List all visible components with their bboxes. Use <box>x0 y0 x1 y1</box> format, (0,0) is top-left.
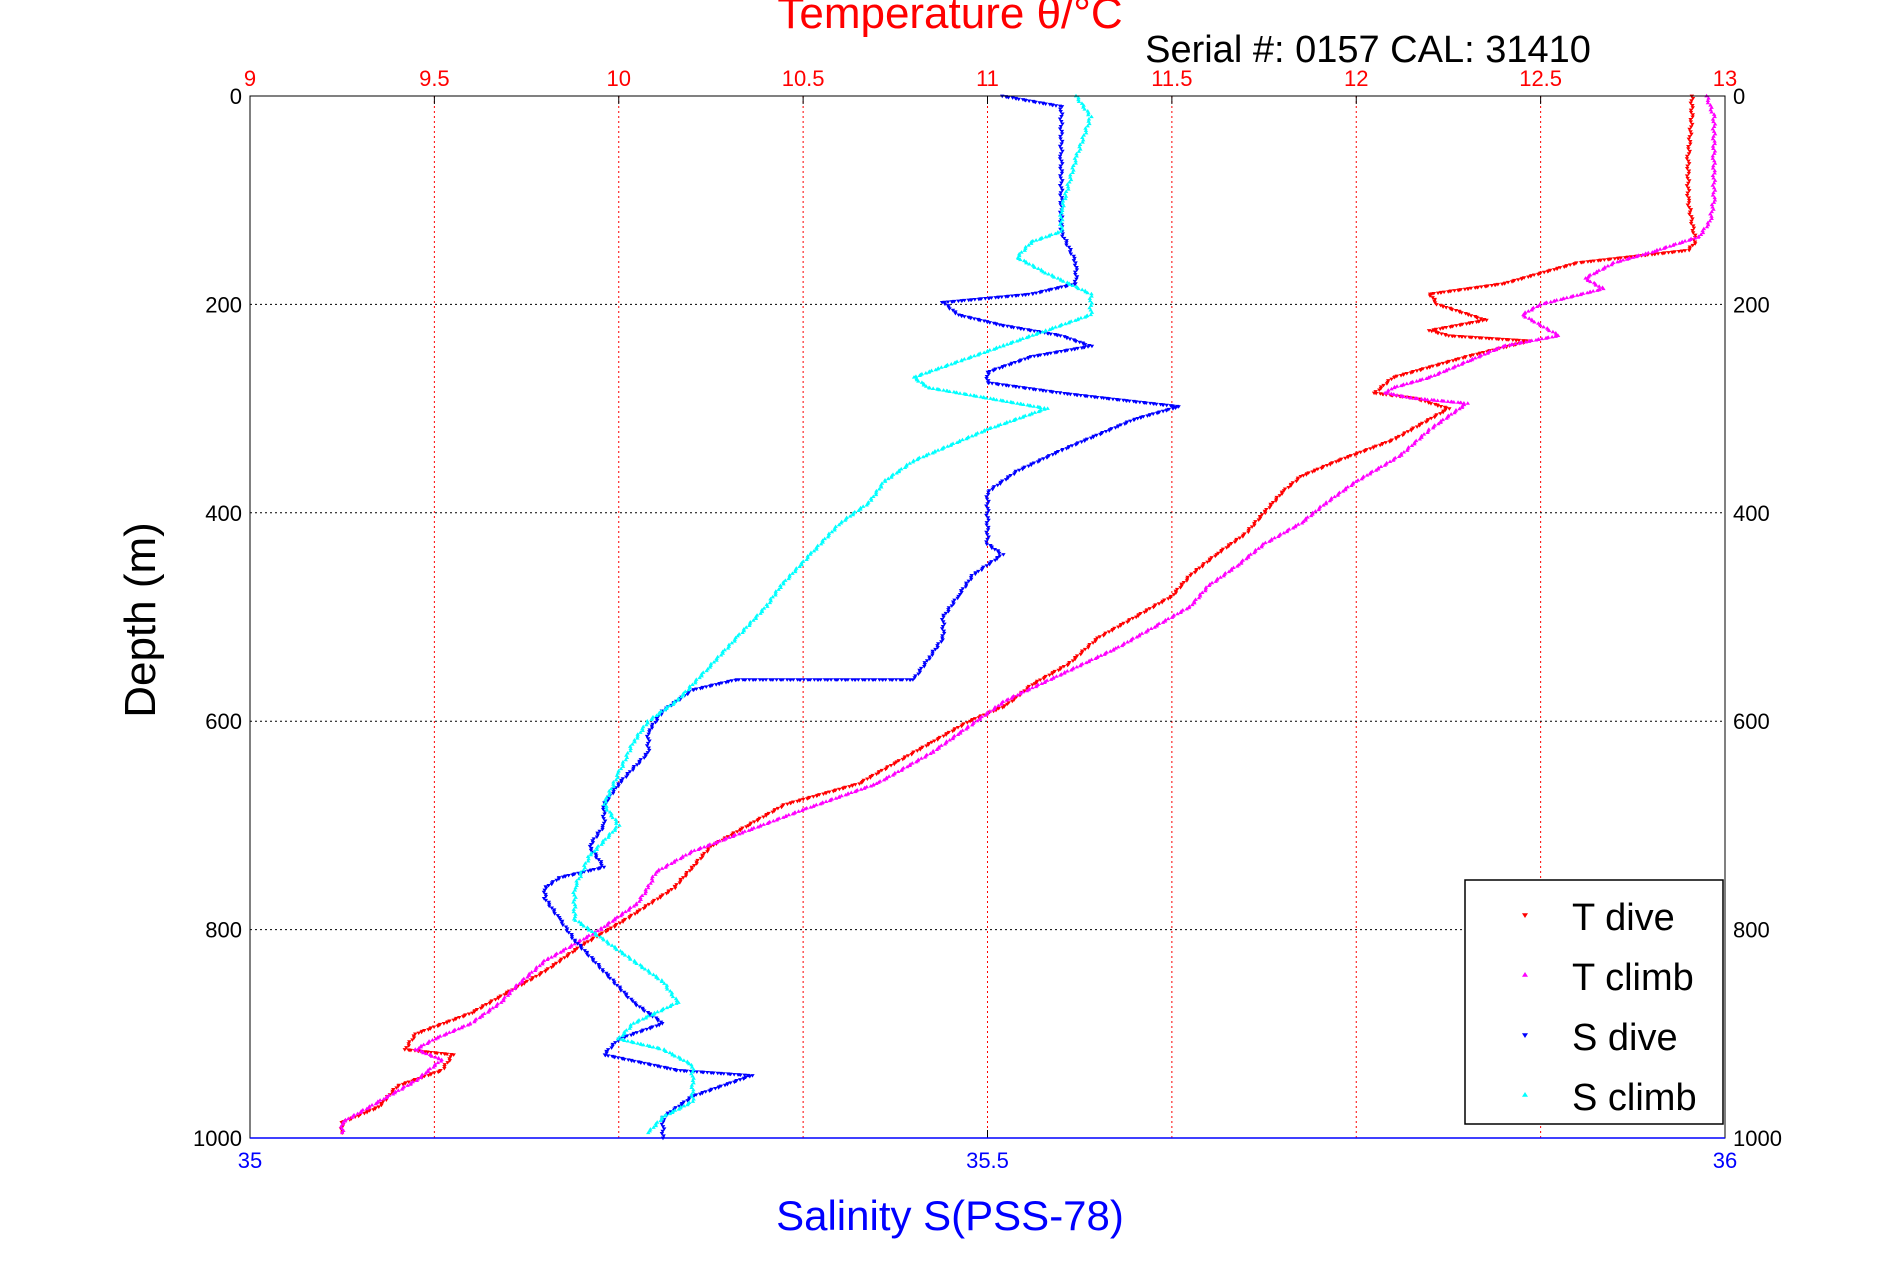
bottom-axis-ticks: 35 35.5 36 <box>238 1130 1737 1173</box>
legend: T dive T climb S dive S climb <box>1464 879 1724 1125</box>
top-tick-label: 12.5 <box>1519 66 1562 91</box>
bottom-tick-label: 35 <box>238 1148 262 1173</box>
series-markers <box>541 94 1181 1141</box>
legend-box <box>1464 879 1724 1125</box>
legend-marker <box>1522 1092 1528 1097</box>
serial-label: Serial #: 0157 CAL: 31410 <box>1145 29 1591 71</box>
top-axis-ticks: 9 9.5 10 10.5 11 11.5 12 12.5 13 <box>244 66 1737 104</box>
grid-lines <box>250 96 1725 1138</box>
legend-marker <box>1522 913 1528 918</box>
left-tick-label: 600 <box>205 709 242 734</box>
top-tick-label: 10.5 <box>782 66 825 91</box>
legend-marker <box>1522 1033 1528 1038</box>
bottom-axis-title: Salinity S(PSS-78) <box>776 1192 1124 1239</box>
right-tick-label: 200 <box>1733 292 1770 317</box>
left-tick-label: 200 <box>205 292 242 317</box>
legend-label: T dive <box>1572 897 1675 939</box>
bottom-tick-label: 36 <box>1713 1148 1737 1173</box>
series-markers <box>571 93 1095 1135</box>
top-tick-label: 10 <box>607 66 631 91</box>
top-tick-label: 12 <box>1344 66 1368 91</box>
top-tick-label: 11.5 <box>1151 66 1192 91</box>
legend-label: S climb <box>1572 1077 1697 1119</box>
right-tick-label: 400 <box>1733 501 1770 526</box>
right-tick-label: 600 <box>1733 709 1770 734</box>
left-tick-label: 800 <box>205 918 242 943</box>
right-tick-label: 0 <box>1733 84 1745 109</box>
left-tick-label: 0 <box>230 84 242 109</box>
left-tick-label: 400 <box>205 501 242 526</box>
top-tick-label: 11 <box>976 66 999 91</box>
left-tick-label: 1000 <box>193 1126 242 1151</box>
legend-marker <box>1522 972 1528 977</box>
y-axis-title: Depth (m) <box>116 522 165 718</box>
right-axis-ticks: 0 200 400 600 800 1000 <box>1733 84 1782 1151</box>
top-tick-label: 13 <box>1713 66 1737 91</box>
left-axis-ticks: 0 200 400 600 800 1000 <box>193 84 242 1151</box>
right-tick-label: 800 <box>1733 918 1770 943</box>
legend-label: S dive <box>1572 1017 1678 1059</box>
legend-label: T climb <box>1572 957 1694 999</box>
series-s-dive <box>541 94 1181 1141</box>
right-tick-label: 1000 <box>1733 1126 1782 1151</box>
bottom-tick-label: 35.5 <box>966 1148 1009 1173</box>
top-tick-label: 9 <box>244 66 256 91</box>
top-tick-label: 9.5 <box>419 66 450 91</box>
series-s-climb <box>571 93 1095 1135</box>
top-axis-title: Temperature θ/°C <box>777 0 1122 38</box>
